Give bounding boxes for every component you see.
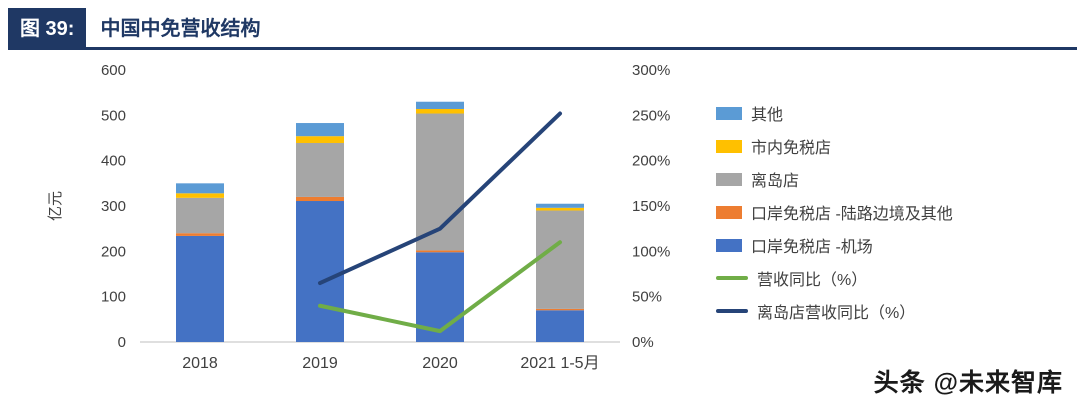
left-axis-tick: 300: [101, 198, 126, 215]
left-axis-tick: 0: [118, 334, 126, 351]
left-axis-tick: 500: [101, 107, 126, 124]
line-series: [318, 240, 562, 334]
bar-segment: [296, 201, 344, 342]
x-axis-category-label: 2021 1-5月: [520, 355, 599, 372]
x-axis-category-label: 2018: [182, 355, 218, 372]
chart-area: 0 100 200 300 400 500 600 0% 50% 100% 150% 200% 250%…: [40, 55, 953, 390]
figure-number-label: 图 39:: [8, 8, 87, 47]
bar-segment: [176, 183, 224, 194]
legend-item: 其他: [716, 103, 953, 124]
legend-swatch-icon: [716, 205, 742, 219]
x-axis-category-label: 2019: [302, 355, 338, 372]
legend-label: 口岸免税店 -机场: [751, 239, 873, 256]
bar-segment: [176, 235, 224, 342]
bar-segment: [296, 196, 344, 202]
legend-label: 离岛店: [751, 173, 800, 190]
legend-item: 离岛店: [716, 169, 953, 190]
figure-header-row: 图 39: 中国中免营收结构: [8, 8, 1077, 47]
legend-line-marker: [716, 276, 748, 280]
legend-item: 口岸免税店 -机场: [716, 235, 953, 256]
left-axis-title: 亿元: [47, 191, 64, 221]
legend-label: 其他: [751, 107, 784, 124]
right-axis-tick: 100%: [632, 243, 670, 260]
revenue-structure-chart: 0 100 200 300 400 500 600 0% 50% 100% 150% 200% 250%…: [40, 55, 700, 390]
legend-label: 营收同比（%）: [757, 272, 868, 289]
left-axis-tick: 400: [101, 153, 126, 170]
legend-item: 口岸免税店 -陆路边境及其他: [716, 202, 953, 223]
bar-segment: [416, 108, 464, 114]
right-axis-tick: 300%: [632, 62, 670, 79]
header-divider: [8, 47, 1077, 50]
legend-swatch-icon: [716, 139, 742, 153]
right-axis-tick: 200%: [632, 153, 670, 170]
legend-item: 营收同比（%）: [716, 268, 953, 289]
legend-label: 市内免税店: [751, 140, 832, 157]
figure-title: 中国中免营收结构: [100, 18, 261, 40]
bar-segment: [296, 136, 344, 143]
legend-label: 口岸免税店 -陆路边境及其他: [751, 206, 953, 223]
x-axis-category-label: 2020: [422, 355, 458, 372]
bar-segment: [176, 233, 224, 236]
bar-segment: [536, 310, 584, 342]
bar-segment: [416, 101, 464, 109]
bar-segment: [416, 250, 464, 253]
legend-swatch-icon: [716, 238, 742, 252]
right-axis-tick: 250%: [632, 107, 670, 124]
left-axis-tick: 100: [101, 289, 126, 306]
left-axis-tick: 600: [101, 62, 126, 79]
legend-item: 离岛店营收同比（%）: [716, 301, 953, 322]
legend-label: 离岛店营收同比（%）: [757, 305, 916, 322]
right-axis-tick: 150%: [632, 198, 670, 215]
bar-segment: [296, 142, 344, 197]
right-axis-tick: 0%: [632, 334, 654, 351]
bar-segment: [536, 207, 584, 211]
bar-segment: [296, 123, 344, 137]
bar-segment: [176, 197, 224, 234]
bar-segment: [176, 193, 224, 198]
bar-segment: [536, 203, 584, 208]
watermark-credit: 头条 @未来智库: [873, 369, 1063, 397]
legend-item: 市内免税店: [716, 136, 953, 157]
legend-swatch-icon: [716, 172, 742, 186]
right-axis-tick: 50%: [632, 289, 662, 306]
bar-segment: [536, 308, 584, 311]
legend-swatch-icon: [716, 106, 742, 120]
legend-line-marker: [716, 309, 748, 313]
bar-segment: [536, 210, 584, 309]
figure-header: 图 39: 中国中免营收结构: [8, 8, 1077, 50]
chart-legend: 其他市内免税店离岛店口岸免税店 -陆路边境及其他 口岸免税店 -机场 营收同比（%）…: [716, 55, 953, 334]
line-series: [318, 111, 562, 286]
left-axis-tick: 200: [101, 243, 126, 260]
